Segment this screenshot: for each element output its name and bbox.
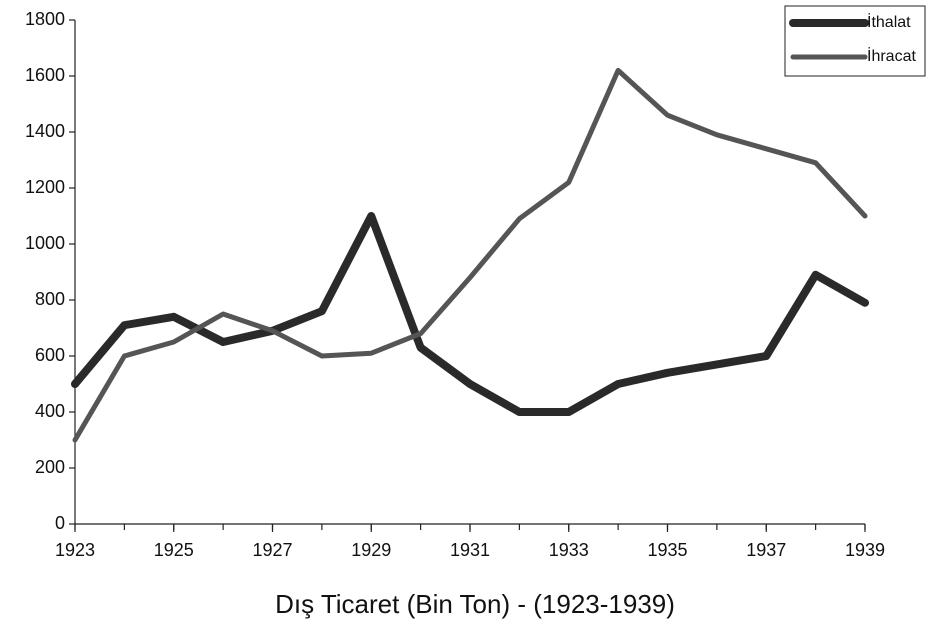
x-tick-label: 1927 [252,540,292,560]
y-tick-label: 1600 [25,65,65,85]
x-tick-label: 1937 [746,540,786,560]
x-tick-label: 1925 [154,540,194,560]
y-tick-label: 1800 [25,9,65,29]
y-tick-label: 600 [35,345,65,365]
y-tick-label: 400 [35,401,65,421]
line-series [71,212,869,416]
line-series [72,67,868,443]
x-tick-label: 1935 [647,540,687,560]
y-tick-label: 0 [55,513,65,533]
y-tick-label: 1000 [25,233,65,253]
x-tick-label: 1929 [351,540,391,560]
x-tick-label: 1939 [845,540,885,560]
y-tick-label: 200 [35,457,65,477]
y-tick-label: 1200 [25,177,65,197]
y-tick-label: 800 [35,289,65,309]
y-tick-label: 1400 [25,121,65,141]
chart-title: Dış Ticaret (Bin Ton) - (1923-1939) [275,589,675,619]
legend-label: İthalat [867,12,911,31]
x-tick-label: 1923 [55,540,95,560]
x-tick-label: 1933 [549,540,589,560]
legend-box [784,5,926,77]
x-tick-label: 1931 [450,540,490,560]
legend-label: İhracat [867,46,916,65]
